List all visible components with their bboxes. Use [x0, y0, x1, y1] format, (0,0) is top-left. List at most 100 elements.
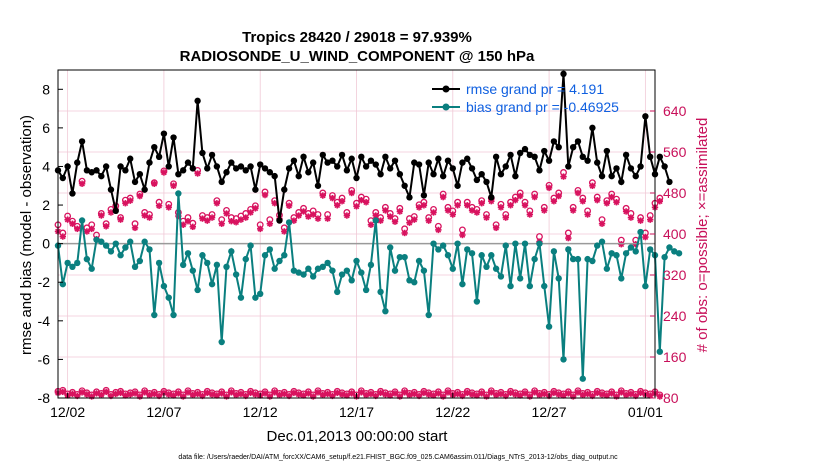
obs-assimilated-point — [252, 205, 259, 212]
x-axis-label: Dec.01,2013 00:00:00 start — [267, 428, 449, 445]
obs-star-stroke — [146, 214, 153, 221]
bias-point — [252, 294, 259, 301]
obs-star-stroke — [319, 192, 326, 199]
bias-point — [391, 267, 399, 274]
obs-star-stroke — [218, 390, 225, 397]
obs-assimilated-point — [439, 193, 447, 201]
rmse-line — [57, 73, 671, 221]
bias-point — [175, 190, 182, 197]
bias-point — [64, 259, 71, 267]
obs-star-stroke — [401, 230, 408, 236]
obs-star-stroke — [218, 220, 225, 227]
obs-star-stroke — [136, 193, 143, 199]
obs-star-stroke — [281, 228, 288, 235]
bias-point — [671, 248, 678, 255]
rmse-point — [348, 155, 355, 162]
rmse-point — [637, 163, 644, 170]
bias-point — [319, 263, 326, 270]
obs-star-stroke — [584, 391, 591, 397]
obs-low-assimilated-point — [656, 393, 664, 400]
obs-low-assimilated-point — [632, 392, 639, 400]
rmse-point — [93, 167, 100, 174]
obs-assimilated-point — [550, 198, 558, 205]
obs-low-assimilated-point — [507, 389, 514, 397]
obs-star-stroke — [339, 198, 345, 205]
bias-point — [83, 255, 91, 263]
obs-star-stroke — [570, 207, 577, 214]
rmse-point — [521, 145, 529, 153]
obs-star-stroke — [522, 202, 528, 209]
rmse-point — [642, 113, 649, 120]
bias-point — [406, 277, 413, 284]
bias-point — [464, 246, 471, 253]
legend: rmse grand pr = 4.191 bias grand pr = -0… — [432, 81, 619, 115]
obs-star-stroke — [623, 208, 629, 215]
obs-assimilated-point — [165, 204, 172, 211]
rmse-point — [329, 157, 336, 164]
bias-point — [165, 294, 172, 301]
rmse-point — [406, 194, 413, 201]
obs-star-stroke — [204, 217, 211, 224]
y-tick-label: 4 — [42, 158, 50, 174]
obs-star-stroke — [440, 194, 447, 200]
rmse-point — [589, 124, 596, 132]
obs-star-stroke — [189, 223, 196, 230]
bias-point — [430, 240, 437, 247]
bias-point — [454, 240, 461, 247]
obs-star-stroke — [151, 180, 158, 187]
bias-point — [204, 259, 211, 267]
bias-point — [608, 250, 615, 257]
bias-point — [261, 252, 269, 259]
obs-assimilated-point — [435, 226, 442, 234]
obs-star-stroke — [242, 214, 249, 221]
obs-star-stroke — [656, 198, 663, 205]
bias-point — [228, 248, 235, 255]
bias-point — [411, 279, 418, 286]
obs-star-stroke — [594, 390, 601, 396]
obs-star-stroke — [560, 173, 567, 180]
obs-star-stroke — [483, 214, 490, 221]
rmse-point — [228, 159, 235, 166]
y-right-tick-label: 160 — [663, 349, 687, 365]
rmse-point — [131, 178, 139, 186]
rmse-point — [608, 172, 615, 180]
obs-assimilated-point — [324, 215, 331, 222]
bias-point — [459, 280, 466, 288]
bias-point — [377, 288, 384, 296]
obs-star-stroke — [416, 204, 422, 211]
bias-point — [93, 236, 100, 243]
obs-assimilated-point — [589, 182, 596, 190]
obs-star-stroke — [382, 207, 389, 214]
obs-star-stroke — [209, 214, 215, 221]
obs-star-stroke — [387, 213, 394, 220]
obs-assimilated-point — [362, 199, 370, 206]
obs-assimilated-point — [367, 221, 375, 228]
obs-star-stroke — [358, 389, 365, 396]
obs-star-stroke — [560, 392, 567, 399]
rmse-point — [584, 157, 591, 164]
obs-assimilated-point — [382, 207, 389, 214]
x-axis: 12/02 12/07 12/12 12/17 12/22 12/27 01/01 — [50, 393, 663, 420]
obs-assimilated-point — [454, 202, 461, 209]
rmse-point — [314, 182, 322, 189]
obs-star-stroke — [238, 391, 244, 397]
bias-point — [594, 242, 601, 249]
rmse-point — [208, 151, 216, 159]
bias-point — [565, 246, 572, 253]
bias-point — [98, 238, 105, 245]
obs-star-stroke — [247, 390, 254, 396]
rmse-point — [492, 153, 500, 161]
rmse-point — [362, 163, 370, 170]
bias-point — [324, 259, 331, 267]
rmse-point — [550, 138, 558, 145]
obs-assimilated-point — [541, 207, 548, 214]
rmse-point — [151, 143, 158, 151]
obs-assimilated-point — [613, 199, 620, 206]
bias-point — [574, 255, 582, 263]
obs-star-stroke — [608, 390, 615, 397]
rmse-point — [632, 172, 639, 180]
obs-star-stroke — [421, 202, 427, 209]
obs-star-stroke — [551, 390, 557, 396]
obs-assimilated-point — [521, 202, 529, 209]
obs-star-stroke — [238, 216, 244, 223]
